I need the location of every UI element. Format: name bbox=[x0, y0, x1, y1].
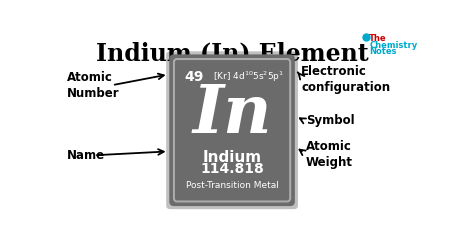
Text: In: In bbox=[192, 82, 272, 147]
Text: Atomic
Weight: Atomic Weight bbox=[306, 140, 353, 169]
Text: Chemistry: Chemistry bbox=[369, 40, 418, 50]
Text: The: The bbox=[369, 34, 387, 43]
FancyBboxPatch shape bbox=[166, 51, 298, 209]
Text: Post-Transition Metal: Post-Transition Metal bbox=[186, 181, 279, 190]
Text: Indium: Indium bbox=[202, 150, 262, 165]
Text: Name: Name bbox=[67, 149, 105, 162]
Text: Electronic
configuration: Electronic configuration bbox=[301, 64, 390, 93]
Text: Atomic
Number: Atomic Number bbox=[67, 71, 119, 100]
Text: Notes: Notes bbox=[369, 47, 397, 57]
Text: [Kr] 4d$^{10}$5s$^{2}$5p$^{1}$: [Kr] 4d$^{10}$5s$^{2}$5p$^{1}$ bbox=[213, 70, 284, 84]
Text: Indium (In) Element: Indium (In) Element bbox=[96, 41, 368, 65]
FancyBboxPatch shape bbox=[169, 54, 295, 206]
Text: Symbol: Symbol bbox=[306, 114, 355, 127]
Text: 49: 49 bbox=[185, 70, 204, 84]
Text: 114.818: 114.818 bbox=[200, 162, 264, 176]
